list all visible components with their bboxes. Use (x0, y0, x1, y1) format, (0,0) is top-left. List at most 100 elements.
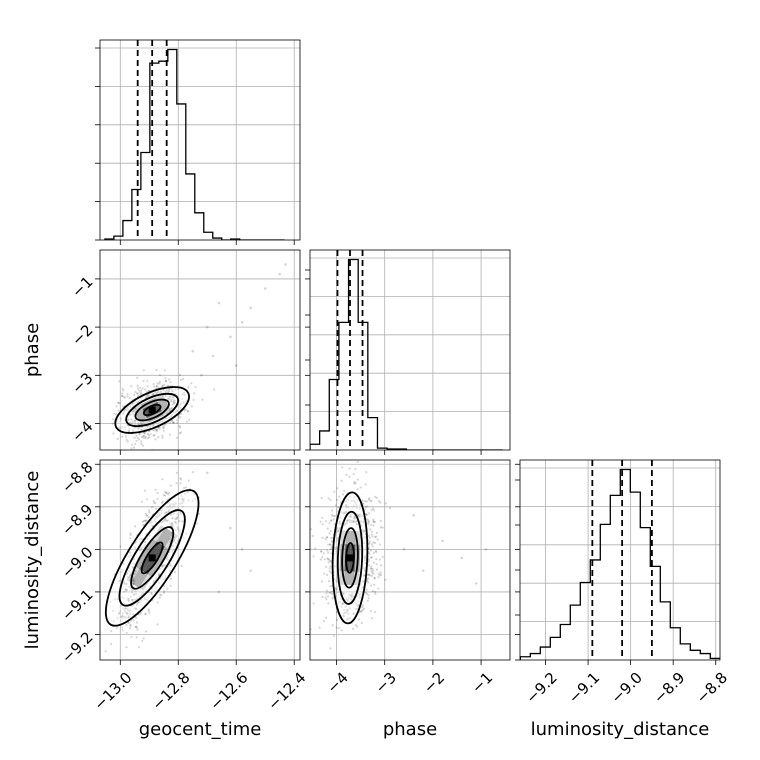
density-cell (143, 538, 157, 556)
scatter-point (181, 377, 184, 381)
scatter-point (117, 409, 120, 412)
scatter-point (353, 516, 356, 519)
scatter-point (132, 598, 135, 601)
scatter-point (176, 517, 179, 520)
scatter-point (338, 521, 341, 524)
scatter-outlier (217, 590, 221, 594)
scatter-point (148, 395, 151, 398)
scatter-point (169, 381, 172, 384)
scatter-point (145, 390, 148, 393)
scatter-point (179, 512, 182, 516)
scatter-point (319, 558, 322, 561)
scatter-point (348, 594, 351, 597)
scatter-point (158, 573, 161, 576)
scatter-point (190, 382, 193, 385)
scatter-point (344, 605, 347, 608)
scatter-point (167, 396, 170, 399)
scatter-point (162, 591, 166, 594)
scatter-point (348, 519, 351, 522)
density-cell (160, 530, 174, 547)
scatter-point (368, 540, 371, 543)
scatter-point (121, 568, 124, 572)
scatter-point (155, 515, 158, 518)
scatter-point (137, 421, 140, 424)
scatter-point (177, 507, 180, 510)
scatter-point (182, 500, 185, 503)
scatter-point (158, 596, 161, 599)
scatter-point (166, 384, 169, 387)
scatter-outlier (421, 569, 425, 572)
scatter-point (176, 539, 179, 543)
scatter-point (126, 440, 129, 443)
scatter-point (145, 514, 148, 517)
scatter-point (146, 598, 149, 602)
scatter-point (375, 550, 378, 554)
scatter-point (360, 606, 364, 609)
panel-plot-area (310, 460, 488, 650)
scatter-point (344, 611, 347, 614)
scatter-point (185, 532, 188, 535)
scatter-point (143, 432, 146, 435)
density-peak (346, 554, 354, 562)
scatter-point (178, 425, 181, 428)
scatter-point (129, 608, 132, 611)
scatter-point (160, 509, 163, 512)
scatter-point (112, 620, 115, 623)
scatter-point (126, 406, 129, 410)
scatter-point (331, 590, 334, 593)
scatter-point (356, 625, 359, 628)
scatter-point (351, 506, 354, 509)
density-peak (148, 554, 156, 562)
scatter-point (374, 536, 377, 539)
scatter-point (148, 511, 151, 514)
scatter-point (362, 520, 365, 523)
scatter-point (376, 538, 379, 541)
scatter-point (379, 573, 383, 577)
scatter-point (129, 421, 132, 424)
scatter-point (327, 580, 330, 583)
scatter-point (346, 608, 349, 611)
density-cell (130, 569, 144, 586)
scatter-point (157, 515, 160, 518)
scatter-point (331, 624, 334, 627)
scatter-point (179, 477, 182, 480)
scatter-point (375, 568, 378, 571)
scatter-outlier (200, 374, 203, 377)
scatter-point (122, 596, 125, 599)
scatter-point (170, 388, 173, 391)
scatter-point (121, 615, 124, 618)
scatter-point (373, 576, 376, 580)
scatter-point (370, 500, 373, 503)
scatter-point (164, 494, 167, 497)
scatter-point (115, 405, 118, 408)
scatter-point (132, 582, 136, 585)
scatter-point (135, 603, 139, 607)
scatter-point (184, 486, 188, 489)
scatter-point (324, 596, 327, 599)
scatter-point (134, 422, 137, 425)
scatter-point (379, 564, 383, 567)
scatter-point (177, 416, 180, 419)
scatter-point (111, 422, 114, 425)
scatter-point (169, 398, 172, 401)
scatter-point (123, 409, 126, 412)
scatter-point (136, 392, 139, 395)
scatter-point (360, 609, 363, 613)
scatter-point (373, 590, 377, 594)
scatter-point (146, 537, 149, 540)
scatter-point (150, 592, 153, 595)
scatter-point (121, 626, 124, 629)
scatter-point (131, 428, 134, 431)
scatter-point (325, 589, 328, 592)
scatter-point (157, 581, 160, 584)
scatter-point (338, 495, 341, 498)
scatter-point (154, 488, 157, 491)
scatter-point (373, 520, 377, 524)
scatter-point (123, 395, 126, 398)
scatter-point (121, 435, 124, 438)
scatter-point (180, 564, 183, 568)
scatter-point (171, 517, 174, 520)
scatter-point (146, 437, 149, 440)
scatter-point (167, 509, 170, 512)
scatter-point (374, 495, 377, 498)
